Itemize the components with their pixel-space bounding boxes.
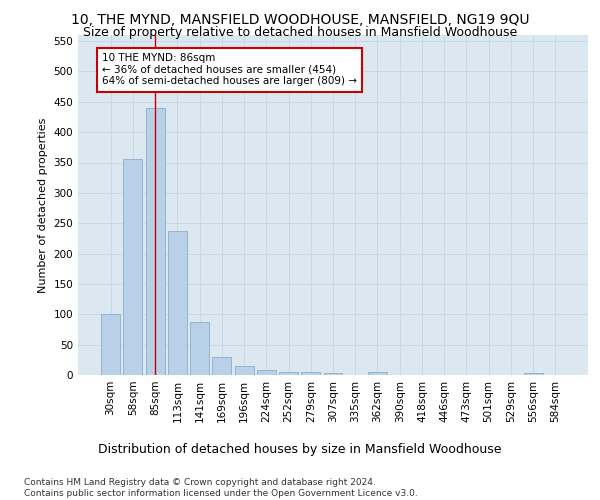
Bar (146, 108, 164, 375)
Text: 10, THE MYND, MANSFIELD WOODHOUSE, MANSFIELD, NG19 9QU: 10, THE MYND, MANSFIELD WOODHOUSE, MANSF… (71, 12, 529, 26)
Bar (257, 370, 276, 375)
Bar (301, 372, 320, 375)
Bar (124, 160, 142, 375)
Bar (190, 322, 209, 375)
Bar (101, 314, 120, 375)
Y-axis label: Number of detached properties: Number of detached properties (38, 118, 48, 292)
Bar (368, 372, 387, 375)
Text: 10 THE MYND: 86sqm
← 36% of detached houses are smaller (454)
64% of semi-detach: 10 THE MYND: 86sqm ← 36% of detached hou… (102, 53, 357, 86)
Bar (279, 372, 298, 375)
Text: Size of property relative to detached houses in Mansfield Woodhouse: Size of property relative to detached ho… (83, 26, 517, 39)
Bar (168, 230, 187, 375)
Bar (323, 372, 343, 375)
Bar (235, 366, 254, 375)
Bar (524, 372, 542, 375)
Text: Distribution of detached houses by size in Mansfield Woodhouse: Distribution of detached houses by size … (98, 442, 502, 456)
Text: Contains HM Land Registry data © Crown copyright and database right 2024.
Contai: Contains HM Land Registry data © Crown c… (24, 478, 418, 498)
Bar (212, 357, 231, 375)
